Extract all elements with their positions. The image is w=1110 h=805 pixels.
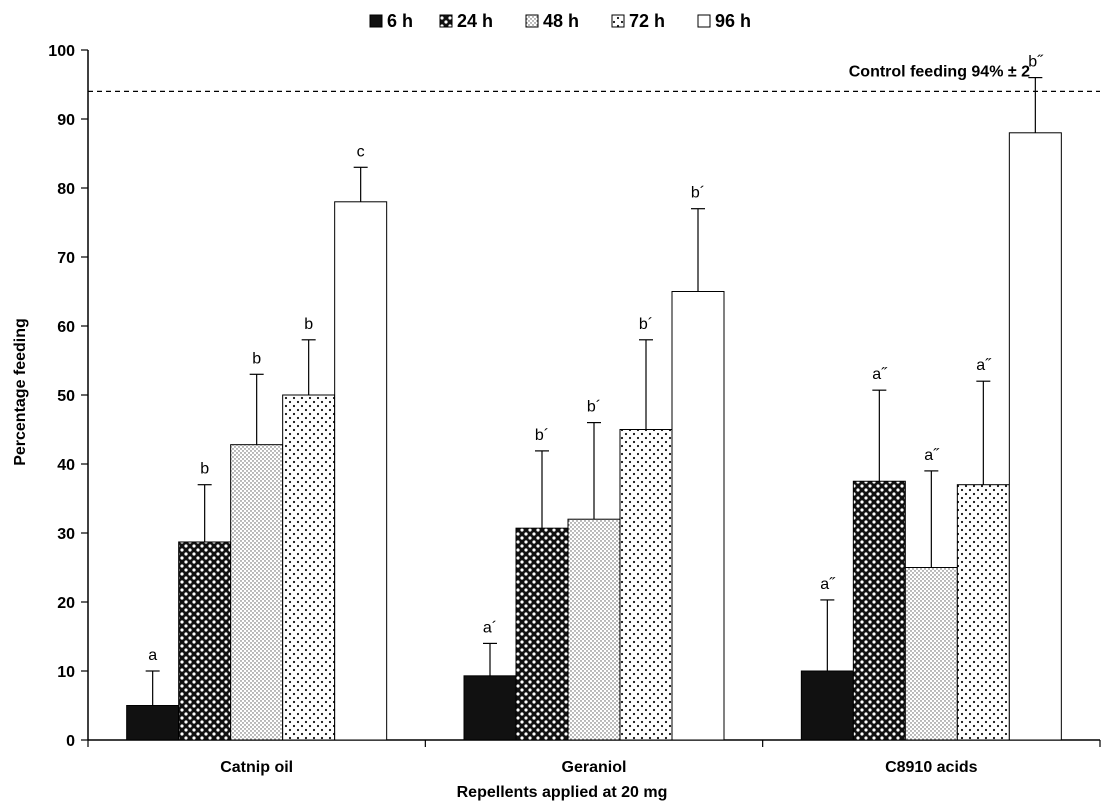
bar [515,527,569,741]
control-reference-line: Control feeding 94% ± 2 [88,63,1100,93]
significance-label: b˝ [1028,54,1044,71]
significance-label: c [357,143,365,160]
y-tick-label: 30 [57,526,75,543]
significance-label: b´ [639,316,653,333]
y-tick-label: 100 [48,43,75,60]
legend-swatch [611,14,625,28]
bar [1008,132,1062,741]
legend-swatch [697,14,711,28]
bars: a b b b c a´ b´ b´ b´ b´ a˝ a˝ a˝ a˝ b˝ [126,54,1062,741]
y-tick-label: 10 [57,664,75,681]
bar [178,541,232,741]
legend-label: 6 h [387,11,413,31]
significance-label: a˝ [820,576,836,593]
control-feeding-label: Control feeding 94% ± 2 [849,63,1030,80]
bar [671,291,725,741]
category-label: C8910 acids [885,759,978,776]
bar [800,670,854,741]
significance-label: a˝ [976,357,992,374]
significance-label: b [200,461,209,478]
y-tick-label: 40 [57,457,75,474]
bar [126,705,180,741]
significance-label: a´ [483,619,497,636]
bar [852,480,906,741]
y-tick-label: 0 [66,733,75,750]
significance-label: b [304,316,313,333]
significance-label: b´ [691,185,705,202]
bar [230,444,284,741]
bar [956,484,1010,741]
significance-label: b´ [587,399,601,416]
y-axis-title: Percentage feeding [12,318,29,466]
legend-label: 96 h [715,11,751,31]
legend-label: 24 h [457,11,493,31]
y-tick-label: 90 [57,112,75,129]
legend-swatch [369,14,383,28]
legend-label: 72 h [629,11,665,31]
bar [334,201,388,741]
bar [463,675,517,741]
category-label: Geraniol [562,759,627,776]
bar [282,394,336,741]
legend-swatch [525,14,539,28]
legend: 6 h 24 h 48 h 72 h 96 h [369,11,751,31]
bar [904,567,958,741]
y-tick-label: 60 [57,319,75,336]
significance-label: a˝ [872,366,888,383]
significance-label: b´ [535,427,549,444]
x-axis-title: Repellents applied at 20 mg [457,784,668,801]
legend-label: 48 h [543,11,579,31]
y-tick-label: 70 [57,250,75,267]
significance-label: b [252,350,261,367]
y-tick-label: 20 [57,595,75,612]
y-tick-label: 50 [57,388,75,405]
legend-swatch [439,14,453,28]
bar [567,518,621,741]
significance-label: a˝ [924,447,940,464]
significance-label: a [148,647,157,664]
category-label: Catnip oil [220,759,293,776]
bar [619,429,673,741]
y-tick-label: 80 [57,181,75,198]
